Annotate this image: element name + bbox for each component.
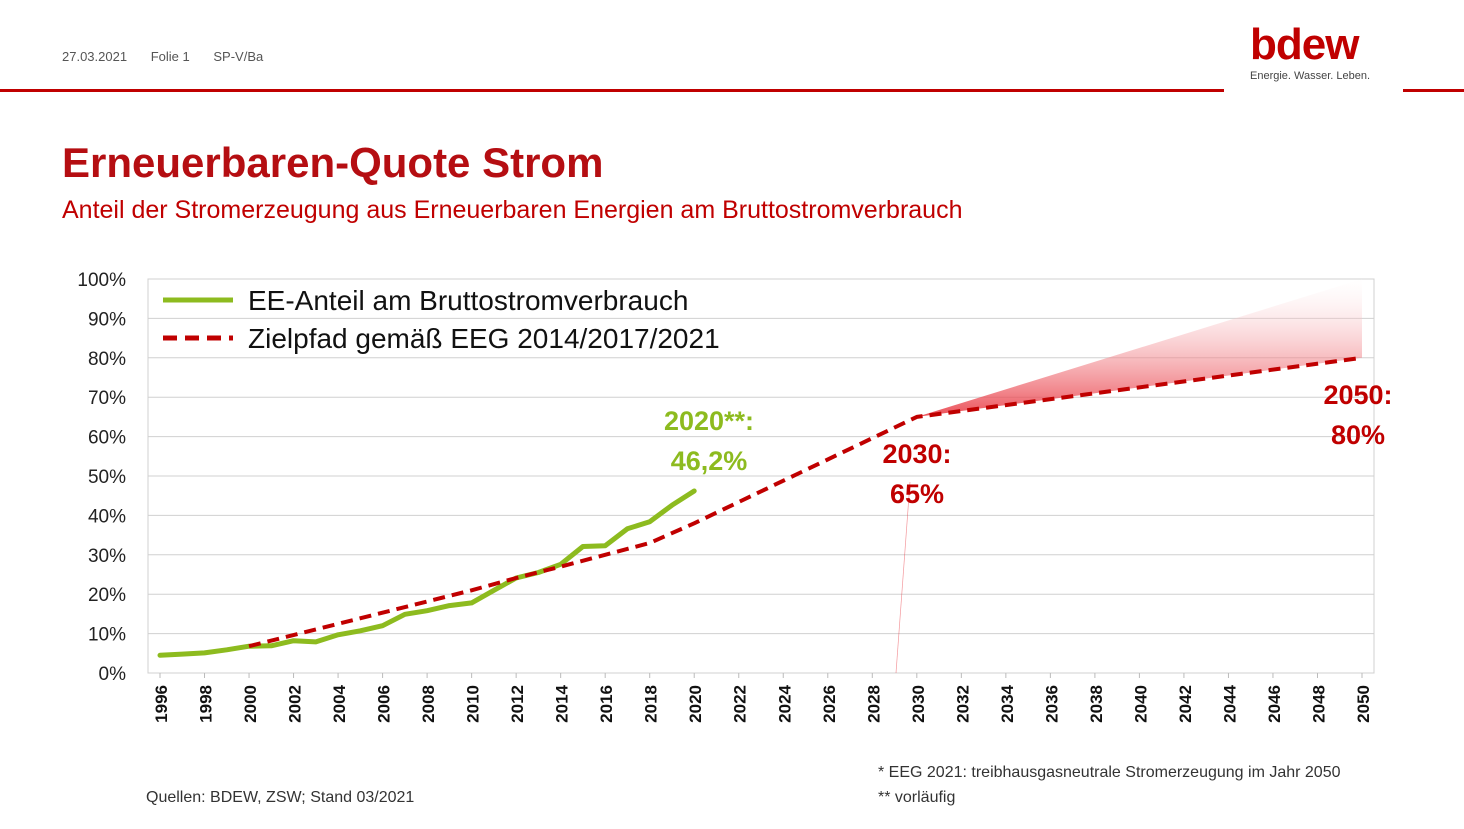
x-tick-label: 2026 [820,685,839,723]
annotation-value: 65% [890,479,944,509]
legend-label: EE-Anteil am Bruttostromverbrauch [248,285,688,316]
x-tick-label: 2012 [508,685,527,723]
x-tick-label: 2046 [1265,685,1284,723]
x-tick-label: 2050 [1354,685,1373,723]
x-tick-label: 2034 [998,684,1017,722]
x-tick-label: 2048 [1309,685,1328,723]
slide-date: 27.03.2021 [62,49,128,64]
x-tick-label: 2010 [464,685,483,723]
x-tick-label: 2016 [597,685,616,723]
slide-ref: SP-V/Ba [213,49,264,64]
target-path-line [248,355,1363,649]
x-tick-label: 2042 [1176,685,1195,723]
x-tick-label: 2040 [1131,685,1150,723]
logo-word: bdew [1250,20,1359,69]
annotation-label: 2050: [1323,380,1392,410]
x-tick-label: 2008 [419,685,438,723]
x-tick-label: 2030 [909,685,928,723]
y-tick-label: 100% [77,270,126,291]
y-tick-label: 80% [88,349,126,370]
annotation-label: 2020**: [664,406,754,436]
footnote-preliminary: ** vorläufig [878,789,956,806]
x-tick-label: 2032 [953,685,972,723]
header-rule-right [1403,89,1464,92]
x-tick-label: 2044 [1220,684,1239,722]
y-tick-label: 20% [88,585,126,606]
page-subtitle: Anteil der Stromerzeugung aus Erneuerbar… [62,196,963,224]
y-tick-label: 60% [88,428,126,449]
slide-number: Folie 1 [150,49,190,64]
x-tick-label: 2000 [241,685,260,723]
annotation-label: 2030: [882,439,951,469]
target-corridor [916,279,1362,417]
x-tick-label: 2028 [864,685,883,723]
annotation-value: 80% [1331,420,1385,450]
source-note: Quellen: BDEW, ZSW; Stand 03/2021 [146,789,415,806]
y-tick-label: 40% [88,506,126,527]
annotation-value: 46,2% [671,446,748,476]
legend-label: Zielpfad gemäß EEG 2014/2017/2021 [248,323,720,354]
annotation-leader [895,481,911,674]
page-title: Erneuerbaren-Quote Strom [62,139,604,186]
bdew-logo: bdew Energie. Wasser. Leben. [1250,20,1385,83]
x-tick-label: 2036 [1042,685,1061,723]
x-tick-label: 2038 [1087,685,1106,723]
x-tick-label: 2006 [375,685,394,723]
logo-claim: Energie. Wasser. Leben. [1250,70,1371,82]
x-tick-label: 1996 [152,685,171,723]
footnote-eeg: * EEG 2021: treibhausgasneutrale Stromer… [878,764,1341,781]
x-tick-label: 2004 [330,684,349,722]
x-tick-label: 2002 [286,685,305,723]
x-tick-label: 1998 [197,685,216,723]
x-tick-label: 2014 [553,684,572,722]
slide-meta: 27.03.2021 Folie 1 SP-V/Ba [62,49,283,64]
y-tick-label: 70% [88,388,126,409]
y-tick-label: 10% [88,625,126,646]
x-tick-label: 2022 [731,685,750,723]
y-tick-label: 50% [88,467,126,488]
header-rule-left [0,89,1224,92]
x-tick-label: 2020 [686,685,705,723]
x-tick-label: 2024 [775,684,794,722]
y-tick-label: 90% [88,309,126,330]
x-tick-label: 2018 [642,685,661,723]
y-tick-label: 0% [99,664,127,685]
y-tick-label: 30% [88,546,126,567]
plot-border [147,278,1375,674]
